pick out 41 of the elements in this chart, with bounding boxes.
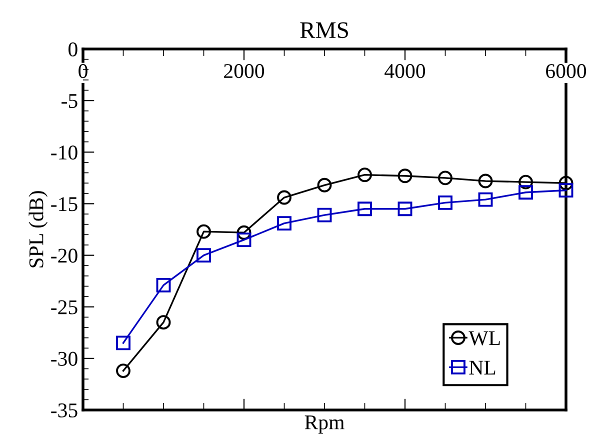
point (156, 278, 171, 292)
point (317, 178, 332, 192)
y-tick-label: -5 (62, 94, 78, 108)
point (398, 168, 412, 184)
y-tick-label: 0 (68, 42, 78, 56)
point (317, 208, 332, 222)
point (196, 248, 211, 263)
point (518, 174, 533, 190)
point (438, 195, 452, 210)
point (438, 170, 452, 186)
y-tick-label: -15 (51, 197, 78, 212)
point (156, 315, 171, 330)
point (236, 232, 252, 248)
y-tick-label: -30 (51, 352, 78, 366)
point (116, 336, 130, 350)
point (478, 192, 493, 207)
point (196, 224, 211, 239)
chart-title: RMS (300, 22, 348, 38)
x-tick-label: 0 (78, 64, 88, 78)
y-tick-label: -25 (51, 300, 78, 314)
point (358, 202, 372, 216)
point (478, 174, 493, 188)
point (558, 176, 574, 190)
point (277, 216, 292, 231)
legend-label: NL (469, 360, 496, 374)
y-tick-label: -10 (51, 146, 78, 160)
legend-label: WL (468, 331, 500, 346)
x-tick-label: 6000 (546, 64, 586, 78)
x-axis-title: Rpm (304, 416, 344, 434)
y-axis-title: SPL (dB) (28, 191, 48, 268)
point (558, 183, 574, 198)
point (116, 364, 130, 378)
x-tick-label: 2000 (224, 64, 264, 78)
x-tick-label: 4000 (384, 64, 426, 78)
y-tick-label: -20 (51, 248, 78, 263)
point (518, 185, 533, 200)
point (398, 202, 412, 216)
point (277, 190, 292, 205)
point (358, 168, 372, 182)
y-tick-label: -35 (51, 403, 78, 418)
point (236, 225, 252, 240)
